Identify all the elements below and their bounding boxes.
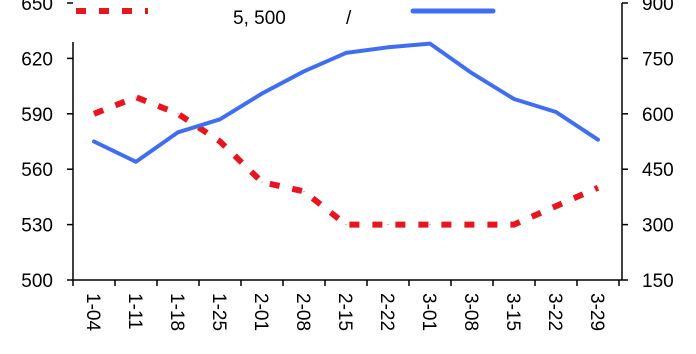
dotted-series-point	[219, 141, 221, 142]
solid-series-point	[177, 131, 179, 133]
x-tick-label: 3-08	[460, 293, 481, 331]
dotted-series-point	[513, 224, 515, 226]
dotted-series-point	[387, 224, 389, 226]
x-tick-label: 2-08	[292, 293, 313, 331]
x-axis-ticks: 1-04 1-11 1-18 1-25 2-01 2-08 2-15 2-22 3-01 3-08…	[72, 280, 620, 331]
solid-series-point	[135, 161, 137, 163]
dotted-series-line	[92, 93, 600, 228]
solid-series-point	[303, 70, 305, 72]
solid-series-point	[471, 72, 473, 74]
dotted-series-point	[597, 187, 599, 189]
solid-series-line	[92, 41, 600, 164]
dotted-series-point	[345, 224, 347, 226]
solid-series-point	[387, 46, 389, 48]
solid-series-point	[597, 139, 599, 141]
solid-series-point	[555, 111, 557, 113]
left-tick-label: 500	[21, 271, 53, 292]
right-tick-label: 900	[642, 0, 674, 15]
axes	[72, 3, 623, 281]
x-tick-label: 2-01	[250, 293, 271, 331]
right-tick-label: 750	[642, 49, 674, 70]
right-axis-ticks: 150 300 450 600 750 900	[622, 0, 674, 292]
x-tick-label: 3-15	[502, 293, 523, 331]
x-tick-label: 1-18	[166, 293, 187, 331]
right-tick-label: 600	[642, 105, 674, 126]
left-axis-ticks: 500 530 560 590 620 650	[21, 0, 73, 292]
dotted-series-point	[303, 190, 305, 192]
solid-series-point	[261, 93, 263, 94]
dotted-series-point	[261, 181, 263, 183]
dotted-series-point	[177, 113, 179, 115]
x-tick-label: 1-25	[208, 293, 229, 331]
legend-center-text: 5, 500	[233, 8, 286, 29]
series-group	[92, 41, 600, 228]
right-tick-label: 450	[642, 160, 674, 181]
solid-series-point	[345, 52, 347, 54]
dotted-series-point	[135, 96, 137, 98]
legend-separator: /	[346, 8, 352, 29]
legend: 5, 500 /	[76, 8, 496, 29]
solid-series-point	[429, 43, 431, 45]
right-tick-label: 150	[642, 271, 674, 292]
left-tick-label: 650	[21, 0, 53, 15]
x-tick-label: 1-04	[82, 293, 103, 331]
solid-series-point	[219, 118, 221, 120]
dotted-series-point	[93, 113, 95, 115]
left-tick-label: 620	[21, 49, 53, 70]
solid-series-point	[93, 141, 95, 142]
dotted-series-point	[471, 224, 473, 226]
left-tick-label: 560	[21, 160, 53, 181]
x-tick-label: 2-15	[334, 293, 355, 331]
left-tick-label: 530	[21, 216, 53, 237]
right-tick-label: 300	[642, 216, 674, 237]
dotted-series-point	[555, 205, 557, 207]
solid-series-point	[513, 98, 515, 100]
x-tick-label: 1-11	[124, 293, 145, 330]
x-tick-label: 3-22	[544, 293, 565, 331]
x-tick-label: 3-01	[418, 293, 439, 331]
dotted-series-point	[429, 224, 431, 226]
left-tick-label: 590	[21, 105, 53, 126]
x-tick-label: 2-22	[376, 293, 397, 331]
x-tick-label: 3-29	[586, 293, 607, 331]
